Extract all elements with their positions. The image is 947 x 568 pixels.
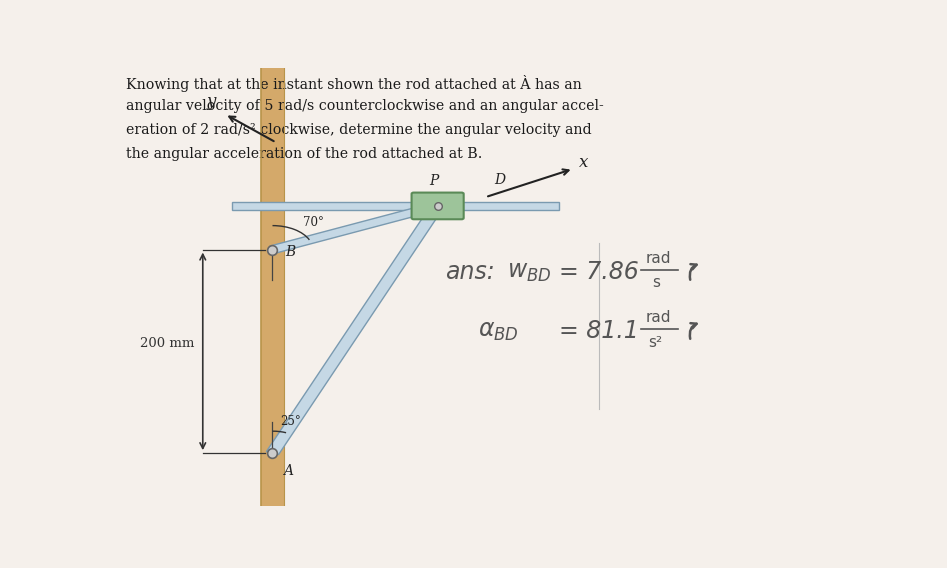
Text: = 7.86: = 7.86 <box>559 260 638 283</box>
Text: 200 mm: 200 mm <box>140 337 195 350</box>
Text: s²: s² <box>649 335 662 350</box>
Text: D: D <box>494 173 506 187</box>
Text: rad: rad <box>645 251 670 266</box>
Bar <box>261 68 283 506</box>
Text: Knowing that at the instant shown the rod attached at À has an: Knowing that at the instant shown the ro… <box>126 75 581 91</box>
Polygon shape <box>270 202 440 253</box>
Text: ans:: ans: <box>445 260 494 283</box>
Text: 70°: 70° <box>303 216 324 228</box>
Text: $\alpha_{BD}$: $\alpha_{BD}$ <box>478 319 519 343</box>
Text: y: y <box>206 93 216 110</box>
Text: 25°: 25° <box>280 415 300 428</box>
Text: A: A <box>283 464 293 478</box>
Text: s: s <box>652 275 661 290</box>
Text: B: B <box>286 245 296 259</box>
Polygon shape <box>266 204 444 454</box>
Text: angular velocity of 5 rad/s counterclockwise and an angular accel-: angular velocity of 5 rad/s counterclock… <box>126 99 603 113</box>
FancyBboxPatch shape <box>412 193 464 219</box>
Text: = 81.1: = 81.1 <box>559 319 638 343</box>
Polygon shape <box>232 202 559 210</box>
Text: $w_{BD}$: $w_{BD}$ <box>508 260 552 283</box>
Text: P: P <box>429 174 438 189</box>
Text: the angular acceleration of the rod attached at B.: the angular acceleration of the rod atta… <box>126 147 482 161</box>
Text: x: x <box>580 153 589 170</box>
Text: rad: rad <box>645 310 670 325</box>
Text: eration of 2 rad/s² clockwise, determine the angular velocity and: eration of 2 rad/s² clockwise, determine… <box>126 123 591 137</box>
